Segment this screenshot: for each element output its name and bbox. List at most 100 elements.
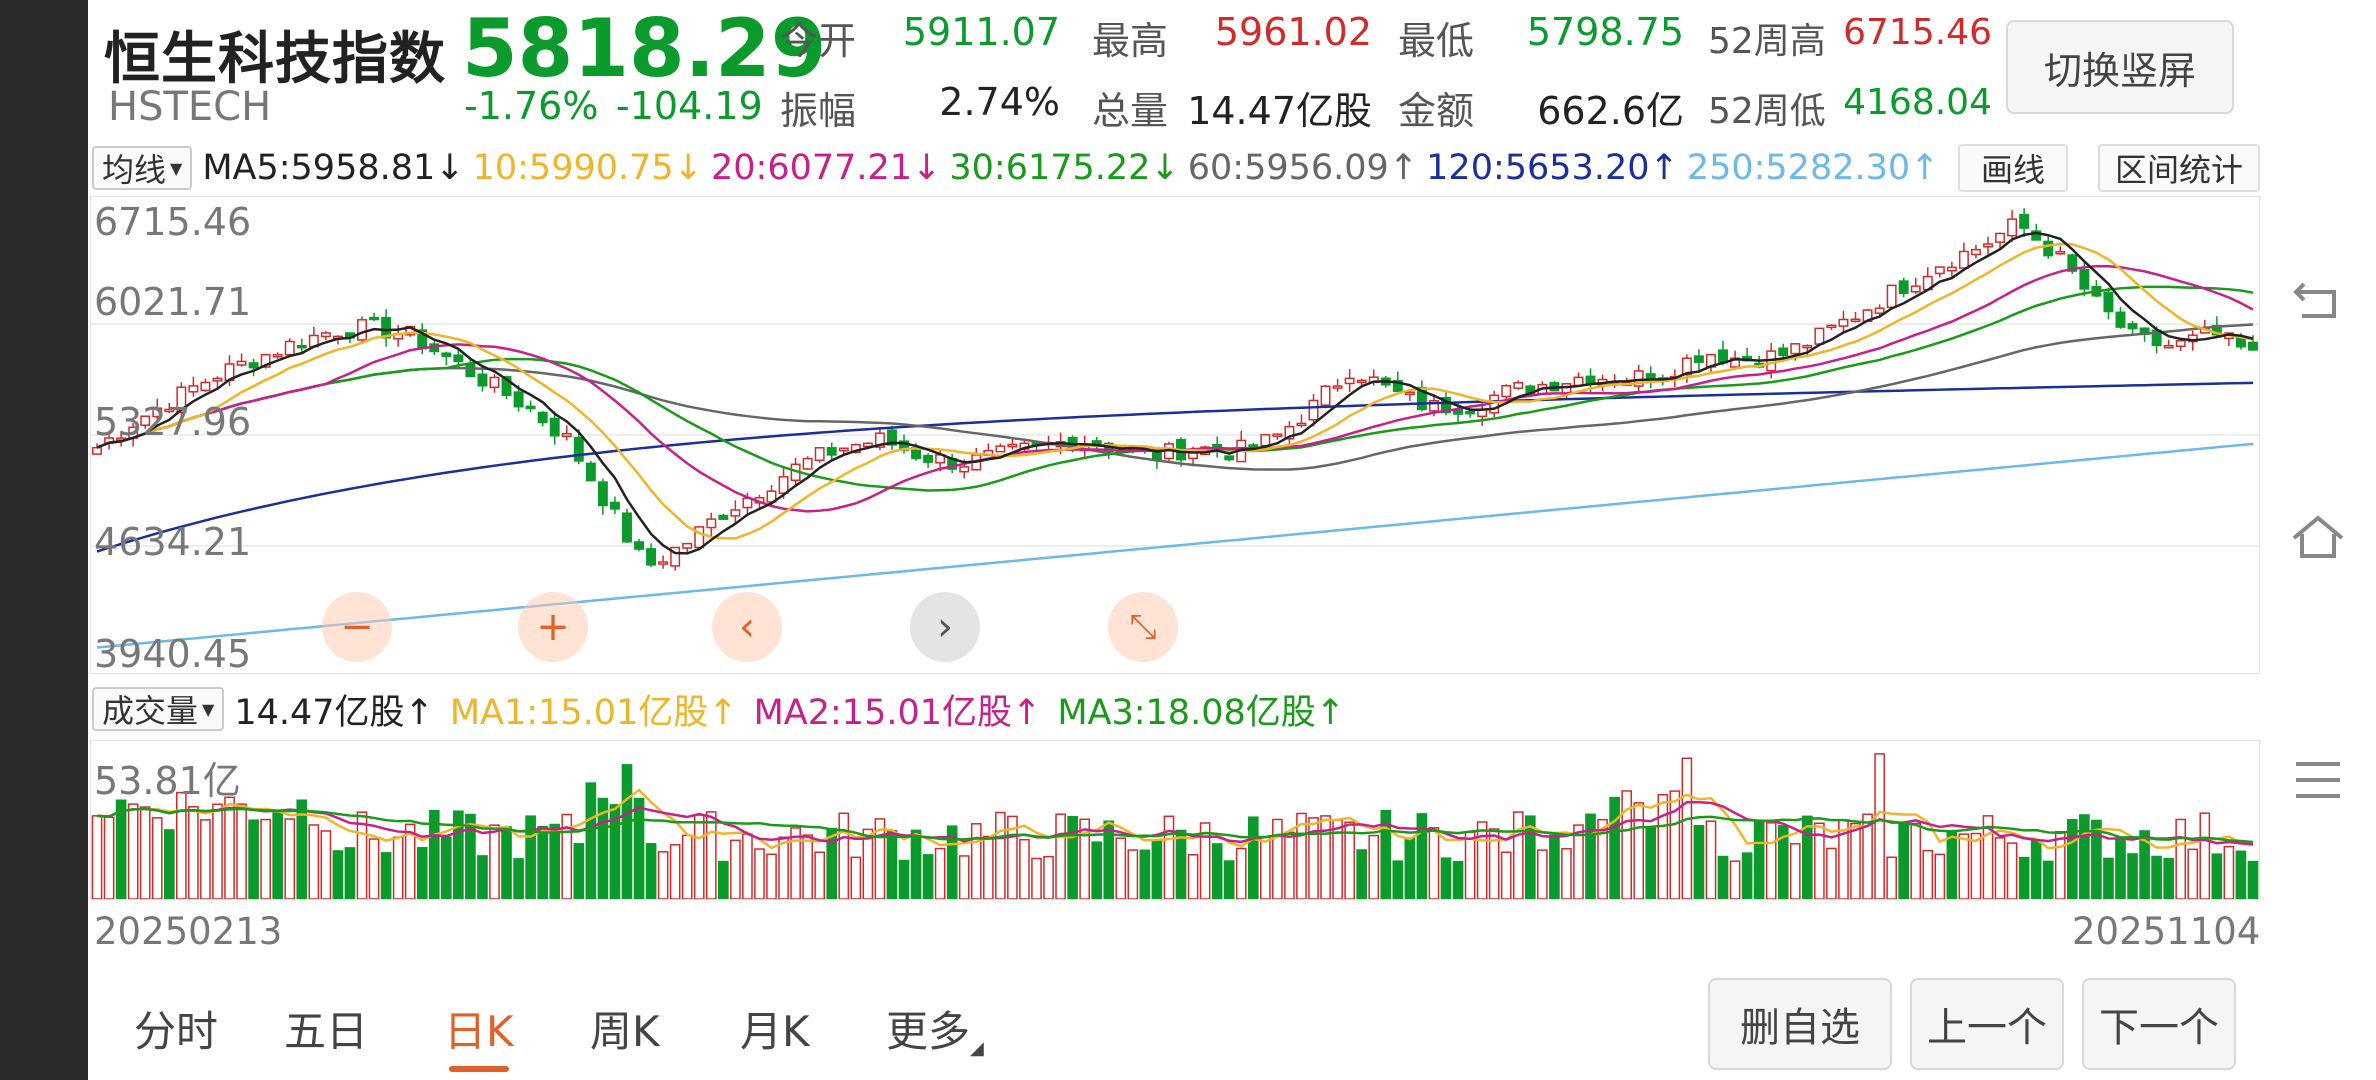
change-value: -104.19 [616, 84, 763, 128]
volume-current: 14.47亿股↑ [234, 692, 434, 733]
volume-bar [272, 812, 284, 899]
tab-weekly-k[interactable]: 周K [590, 1007, 660, 1056]
candle-body [585, 462, 596, 482]
ma-legend: 均线 ▼ MA5:5958.81↓ 10:5990.75↓ 20:6077.21↓… [92, 144, 1947, 192]
candle-body [2115, 311, 2126, 328]
volume-bar [1994, 837, 2006, 899]
volume-bar [2199, 812, 2211, 899]
candle-body [862, 442, 873, 448]
volume-chart[interactable] [90, 740, 2260, 900]
next-stock-button[interactable]: 下一个 [2082, 978, 2236, 1070]
candle-body [2103, 291, 2114, 313]
volume-axis-label: 53.81亿 [94, 759, 241, 803]
volume-bar [838, 812, 850, 899]
volume-bar [1681, 757, 1693, 899]
kline-chart[interactable] [90, 196, 2260, 674]
volume-bar [693, 814, 705, 899]
volume-bar [2151, 855, 2162, 899]
tab-five-day[interactable]: 五日 [284, 1007, 369, 1056]
volume-bar [1211, 843, 1223, 899]
ma10-value: 10:5990.75↓ [472, 148, 703, 188]
candle-body [1007, 443, 1018, 448]
tab-more-label: 更多 [886, 1007, 971, 1056]
range-stats-button[interactable]: 区间统计 [2098, 144, 2260, 192]
volume-bar [657, 851, 669, 899]
volume-bar [549, 823, 561, 899]
change-percent: -1.76% [464, 84, 599, 128]
candle-body [2079, 268, 2090, 290]
candle-body [1850, 318, 1861, 322]
candle-body [814, 447, 825, 462]
candle-body [1910, 285, 1921, 293]
candle-body [188, 385, 199, 393]
volume-bar [826, 827, 838, 899]
scroll-left-button[interactable]: ‹ [712, 592, 782, 662]
volume-bar [1693, 824, 1705, 899]
menu-icon[interactable] [2290, 752, 2346, 808]
end-date: 20251104 [2072, 910, 2261, 953]
volume-bar [645, 843, 657, 899]
reset-zoom-button[interactable]: ⤡ [1108, 592, 1178, 662]
ma30-line [96, 285, 2254, 492]
tab-daily-k[interactable]: 日K [444, 1007, 514, 1056]
back-icon[interactable] [2290, 272, 2346, 328]
volume-bar [1151, 839, 1163, 899]
tab-intraday[interactable]: 分时 [134, 1007, 219, 1056]
tab-more[interactable]: 更多◢ [886, 998, 984, 1059]
candle-body [248, 362, 259, 369]
candle-body [537, 411, 548, 424]
price-axis-label: 6715.46 [94, 200, 252, 244]
volume-bar [2018, 856, 2030, 899]
volume-bar [790, 827, 801, 899]
volume-bar [669, 844, 681, 899]
switch-portrait-button[interactable]: 切换竖屏 [2006, 20, 2234, 114]
volume-bar [1814, 822, 1825, 899]
candle-body [381, 316, 392, 339]
candle-body [260, 353, 271, 368]
volume-bar [1753, 821, 1765, 899]
volume-bar [1368, 834, 1380, 899]
volume-bar [1512, 811, 1524, 899]
candle-body [1983, 243, 1993, 248]
volume-bar [1187, 853, 1199, 899]
volume-bar [1416, 813, 1428, 899]
high-value: 5961.02 [1214, 10, 1372, 54]
zoom-in-button[interactable]: + [518, 592, 588, 662]
price-axis-label: 6021.71 [94, 280, 252, 324]
volume-bar [585, 782, 597, 899]
volume-bar [718, 860, 729, 899]
volume-bar [2006, 842, 2018, 899]
tab-monthly-k[interactable]: 月K [740, 1007, 810, 1056]
volume-dropdown[interactable]: 成交量 ▼ [92, 687, 225, 731]
index-name: 恒生科技指数 [104, 27, 446, 92]
remove-watchlist-button[interactable]: 删自选 [1708, 978, 1892, 1070]
volume-bar [1079, 818, 1090, 899]
volume-bar [705, 811, 717, 899]
previous-stock-button[interactable]: 上一个 [1910, 978, 2064, 1070]
ma-dropdown[interactable]: 均线 ▼ [92, 146, 193, 190]
candle-body [838, 447, 849, 452]
candle-body [369, 316, 380, 321]
dropdown-arrow-icon: ▼ [202, 699, 215, 719]
volume-bar [609, 804, 621, 899]
volume-bar [742, 833, 753, 899]
volume-bar [1597, 818, 1608, 899]
candle-body [284, 340, 295, 356]
zoom-out-button[interactable]: − [322, 592, 392, 662]
candle-body [1428, 400, 1439, 412]
volume-bar [440, 836, 452, 899]
draw-line-button[interactable]: 画线 [1958, 144, 2068, 192]
candle-body [959, 466, 970, 473]
volume-ma2: MA2:15.01亿股↑ [753, 692, 1042, 733]
volume-bar [1223, 860, 1235, 899]
candle-body [1946, 266, 1957, 272]
candle-body [730, 509, 741, 517]
volume-bar [1934, 853, 1946, 899]
volume-bar [1488, 828, 1500, 899]
home-icon[interactable] [2290, 510, 2346, 566]
volume-bar [1103, 820, 1115, 899]
volume-bar [1585, 813, 1596, 899]
volume-bar [1573, 824, 1584, 899]
candle-body [802, 457, 813, 470]
scroll-right-button[interactable]: › [910, 592, 980, 662]
